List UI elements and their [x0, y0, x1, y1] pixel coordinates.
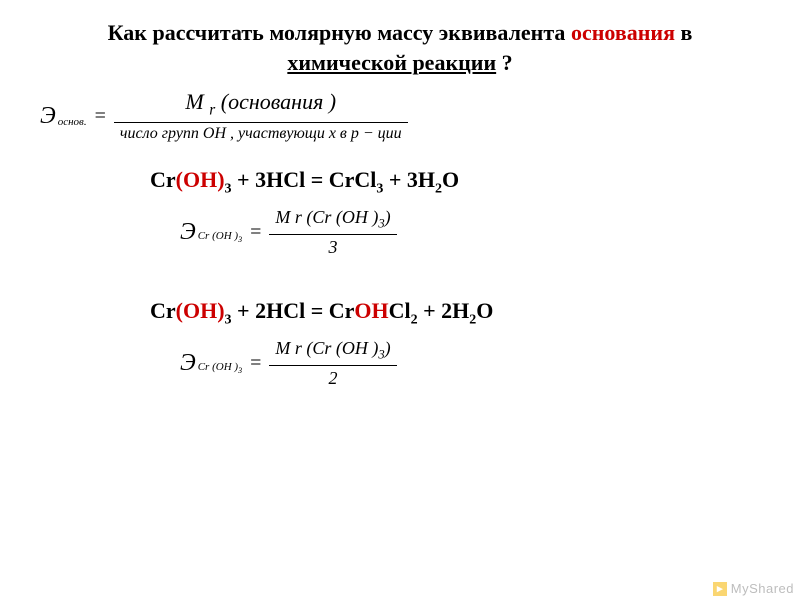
equals-sign: = [95, 105, 106, 128]
r2-red: (OH) [176, 298, 225, 323]
formula-1: Э Cr (OH )3 = M r (Cr (OH )3) 3 [180, 205, 800, 260]
r1-sub1: 3 [225, 181, 232, 196]
r2-tail: + 2H [418, 298, 470, 323]
r1-red: (OH) [176, 167, 225, 192]
formula1-fraction: M r (Cr (OH )3) 3 [269, 205, 396, 260]
r2-sub2: 2 [411, 312, 418, 327]
f2-num: M r (Cr (OH )3) [269, 336, 396, 365]
title-part1: Как рассчитать молярную массу эквивалент… [108, 20, 571, 45]
r1-tail: + 3H [383, 167, 435, 192]
f1-num-text: M r (Cr (OH ) [275, 207, 378, 227]
f2-symbol: Э [180, 350, 196, 377]
title-part3: ? [496, 50, 513, 75]
reaction-2: Cr(OH)3 + 2HCl = CrOHCl2 + 2H2O [150, 298, 800, 328]
r1-pre: Cr [150, 167, 176, 192]
fraction-denominator: число групп OH , участвующи х в р − ции [114, 123, 408, 145]
f2-sub-num: 3 [238, 366, 242, 375]
f2-num-text: M r (Cr (OH ) [275, 338, 378, 358]
r1-sub3: 2 [435, 181, 442, 196]
lhs-sub: основ. [56, 116, 87, 130]
formula2-fraction: M r (Cr (OH )3) 2 [269, 336, 396, 391]
f2-sub: Cr (OH )3 [196, 361, 242, 377]
fraction-numerator: M r (основания ) [179, 87, 342, 121]
r2-tail2: O [476, 298, 493, 323]
watermark-icon: ▸ [713, 582, 727, 596]
f1-sub: Cr (OH )3 [196, 230, 242, 246]
r1-tail2: O [442, 167, 459, 192]
f1-sub-text: Cr (OH ) [198, 230, 238, 242]
r2-pre: Cr [150, 298, 176, 323]
r2-red2: OH [354, 298, 388, 323]
formula2-lhs: Э Cr (OH )3 [180, 350, 242, 377]
num-arg: (основания ) [221, 89, 336, 114]
f1-eq: = [250, 221, 261, 244]
num-M: M [185, 89, 203, 114]
formula1-lhs: Э Cr (OH )3 [180, 219, 242, 246]
title-red: основания [571, 20, 675, 45]
page-title: Как рассчитать молярную массу эквивалент… [0, 0, 800, 77]
f1-num: M r (Cr (OH )3) [269, 205, 396, 234]
f1-sub-num: 3 [238, 235, 242, 244]
r2-mid2: Cl [389, 298, 411, 323]
formula-general: Э основ. = M r (основания ) число групп … [30, 87, 800, 144]
f2-num-close: ) [385, 338, 391, 358]
r1-mid: + 3HCl = CrCl [232, 167, 377, 192]
formula-general-fraction: M r (основания ) число групп OH , участв… [114, 87, 408, 144]
lhs-symbol: Э [40, 103, 56, 130]
f1-den: 3 [322, 235, 343, 260]
watermark-text: MyShared [731, 581, 794, 596]
r2-sub1: 3 [225, 312, 232, 327]
r2-mid: + 2HCl = Cr [232, 298, 355, 323]
f1-symbol: Э [180, 219, 196, 246]
formula-general-lhs: Э основ. [40, 103, 87, 130]
watermark: ▸ MyShared [713, 581, 794, 596]
title-part2: в [675, 20, 692, 45]
f2-den: 2 [322, 366, 343, 391]
f2-sub-text: Cr (OH ) [198, 361, 238, 373]
reaction-1: Cr(OH)3 + 3HCl = CrCl3 + 3H2O [150, 167, 800, 197]
formula-2: Э Cr (OH )3 = M r (Cr (OH )3) 2 [180, 336, 800, 391]
num-sub: r [209, 102, 215, 119]
f1-num-close: ) [385, 207, 391, 227]
title-underlined: химической реакции [287, 50, 496, 75]
f2-eq: = [250, 352, 261, 375]
